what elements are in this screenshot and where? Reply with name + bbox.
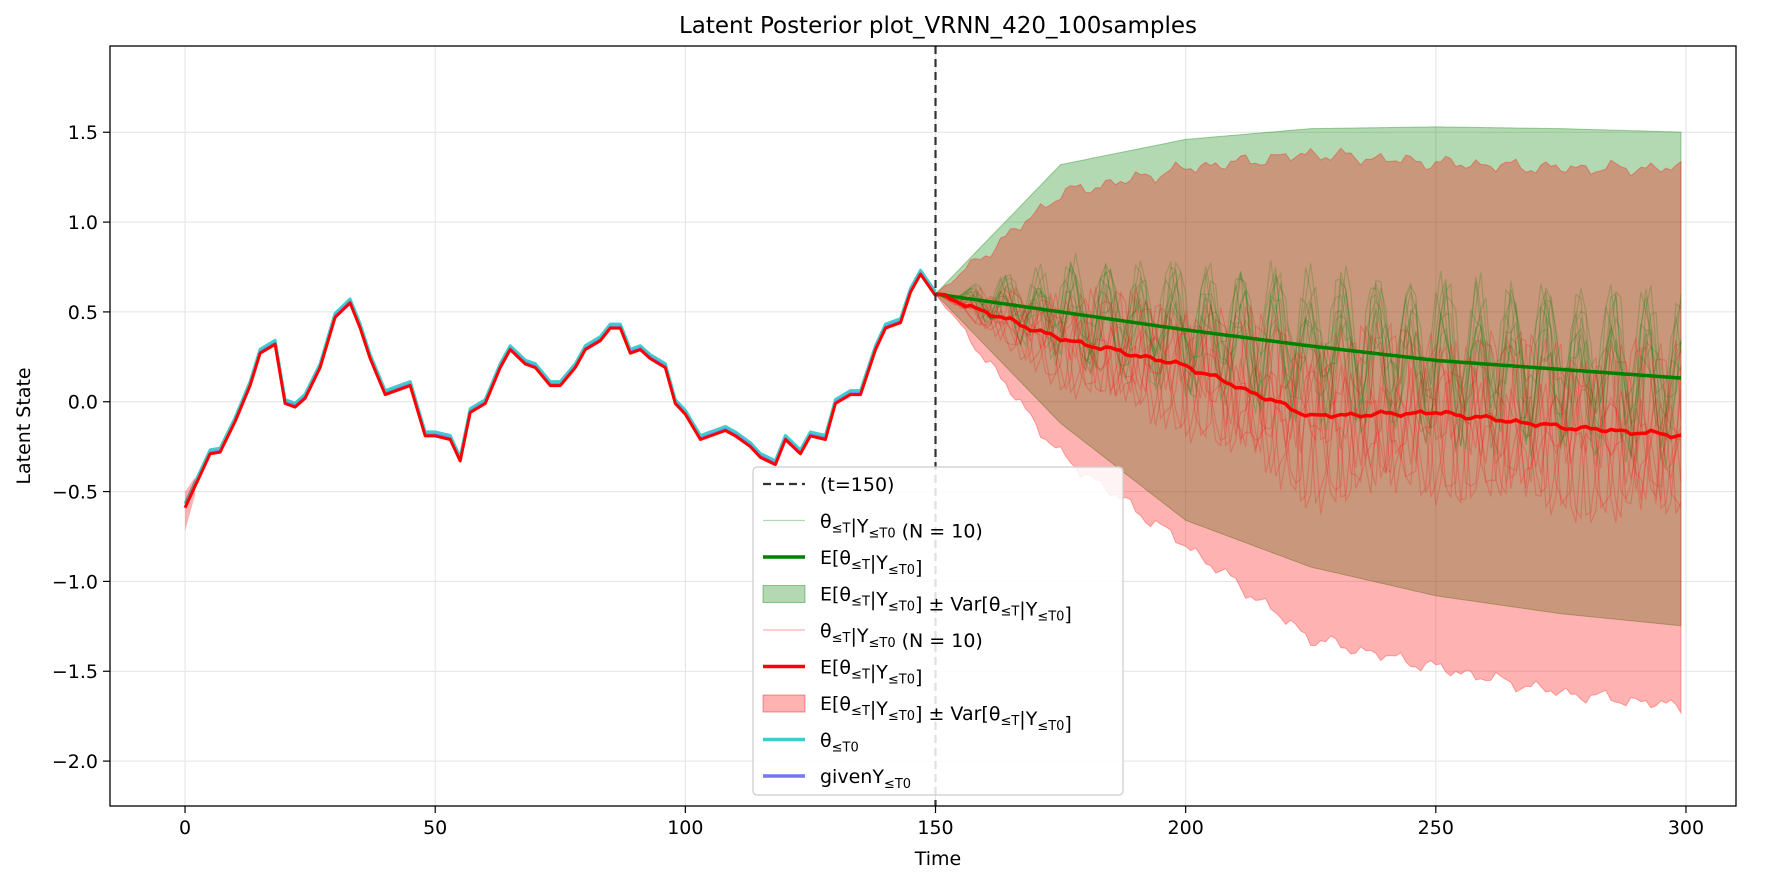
legend-item: θ≤T|Y≤T0 (N = 10) bbox=[763, 620, 983, 652]
legend-label: θ≤T|Y≤T0 (N = 10) bbox=[820, 620, 983, 652]
legend-item: E[θ≤T|Y≤T0] bbox=[763, 547, 922, 579]
red-mean-line bbox=[935, 292, 1682, 440]
legend-item: E[θ≤T|Y≤T0] bbox=[763, 657, 922, 689]
red-sample-line bbox=[935, 286, 1682, 510]
y-tick-label: −1.5 bbox=[52, 661, 98, 683]
green-sample-line bbox=[935, 261, 1682, 456]
legend-label: E[θ≤T|Y≤T0] bbox=[820, 657, 922, 689]
legend-label: givenY≤T0 bbox=[820, 766, 911, 792]
red-sample-line bbox=[935, 290, 1682, 517]
legend-swatch bbox=[762, 585, 806, 603]
red-sample-line bbox=[935, 285, 1682, 520]
x-tick-label: 200 bbox=[1168, 817, 1204, 839]
start-band bbox=[185, 477, 196, 532]
data-marks bbox=[183, 46, 1682, 806]
legend-item: (t=150) bbox=[763, 474, 894, 496]
red-sample-line bbox=[935, 288, 1682, 523]
legend-label: E[θ≤T|Y≤T0] ± Var[θ≤T|Y≤T0] bbox=[820, 584, 1072, 626]
red-variance-band bbox=[934, 147, 1682, 715]
legend-label: θ≤T0 bbox=[820, 730, 859, 756]
y-tick-label: 1.0 bbox=[68, 212, 98, 234]
y-tick-label: 0.0 bbox=[68, 392, 98, 414]
green-sample-line bbox=[935, 260, 1682, 463]
legend-label: E[θ≤T|Y≤T0] ± Var[θ≤T|Y≤T0] bbox=[820, 693, 1072, 735]
chart-title: Latent Posterior plot_VRNN_420_100sample… bbox=[679, 13, 1197, 39]
red-observed-line bbox=[183, 272, 937, 509]
y-tick-label: 1.5 bbox=[68, 122, 98, 144]
y-axis: −2.0 −1.5 −1.0 −0.5 0.0 0.5 1.0 1.5 bbox=[52, 122, 110, 773]
legend-swatch bbox=[762, 694, 806, 713]
red-sample-line bbox=[935, 289, 1682, 523]
x-tick-label: 250 bbox=[1418, 817, 1454, 839]
green-sample-line bbox=[935, 263, 1682, 460]
y-axis-title: Latent State bbox=[13, 367, 35, 484]
x-axis: 0 50 100 150 200 250 300 bbox=[179, 806, 1704, 839]
theta-observed-line bbox=[183, 268, 937, 505]
y-tick-label: −2.0 bbox=[52, 751, 98, 773]
x-axis-title: Time bbox=[914, 848, 962, 870]
green-sample-line bbox=[935, 262, 1682, 467]
green-mean-line bbox=[935, 292, 1682, 380]
legend-label: θ≤T|Y≤T0 (N = 10) bbox=[820, 511, 983, 543]
y-tick-label: −1.0 bbox=[52, 571, 98, 593]
red-sample-line bbox=[935, 287, 1682, 515]
legend-label: E[θ≤T|Y≤T0] bbox=[820, 547, 922, 579]
x-tick-label: 0 bbox=[179, 817, 191, 839]
legend: (t=150) θ≤T|Y≤T0 (N = 10) E[θ≤T|Y≤T0] E[θ≤T… bbox=[752, 466, 1124, 796]
legend-item: givenY≤T0 bbox=[763, 766, 911, 792]
legend-label: (t=150) bbox=[820, 474, 894, 496]
x-tick-label: 300 bbox=[1668, 817, 1704, 839]
plot-frame bbox=[109, 45, 1737, 807]
legend-item: θ≤T0 bbox=[763, 730, 859, 756]
green-variance-band bbox=[934, 126, 1682, 627]
y-tick-label: 0.5 bbox=[68, 302, 98, 324]
red-sample-line bbox=[935, 288, 1682, 523]
legend-item: θ≤T|Y≤T0 (N = 10) bbox=[763, 511, 983, 543]
legend-item: E[θ≤T|Y≤T0] ± Var[θ≤T|Y≤T0] bbox=[762, 584, 1072, 626]
x-tick-label: 100 bbox=[667, 817, 703, 839]
legend-box bbox=[752, 466, 1124, 796]
x-tick-label: 50 bbox=[423, 817, 447, 839]
legend-item: E[θ≤T|Y≤T0] ± Var[θ≤T|Y≤T0] bbox=[762, 693, 1072, 735]
red-sample-line bbox=[935, 289, 1682, 513]
y-tick-label: −0.5 bbox=[52, 482, 98, 504]
x-tick-label: 150 bbox=[917, 817, 953, 839]
green-sample-line bbox=[935, 262, 1682, 459]
